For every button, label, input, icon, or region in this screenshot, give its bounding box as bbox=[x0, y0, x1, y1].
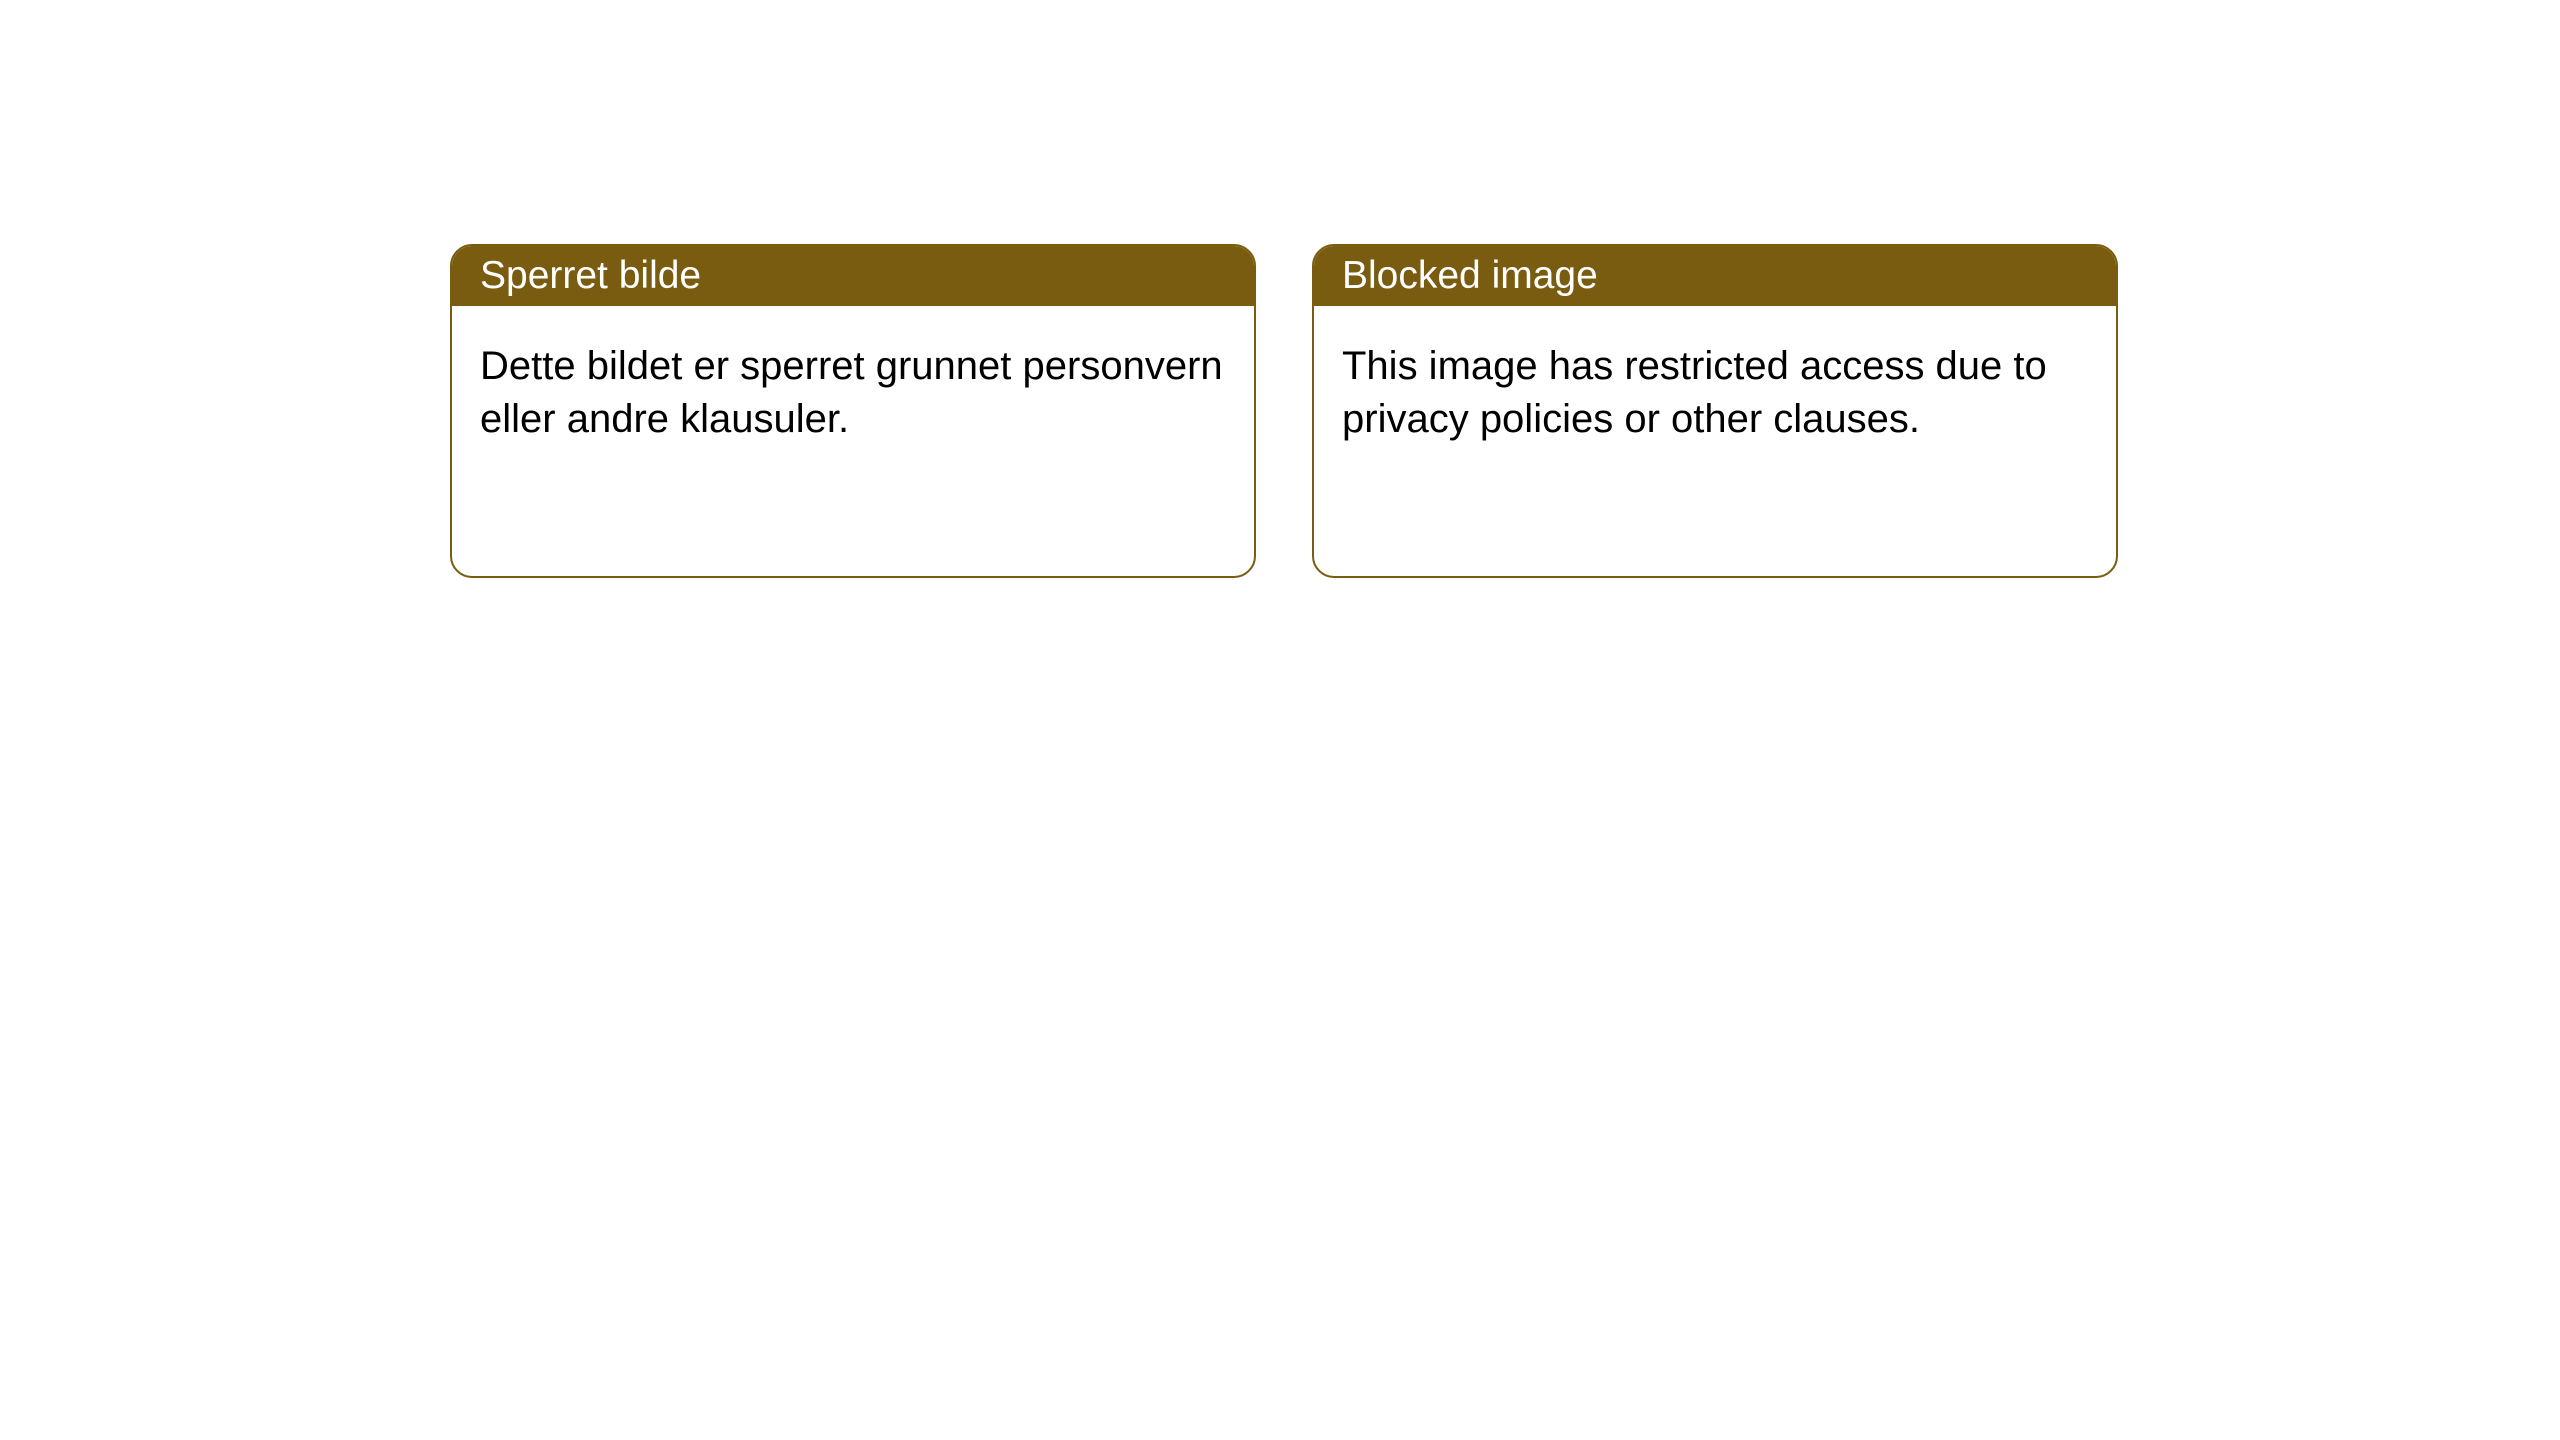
card-body: This image has restricted access due to … bbox=[1314, 306, 2116, 480]
card-body: Dette bildet er sperret grunnet personve… bbox=[452, 306, 1254, 480]
card-title: Sperret bilde bbox=[480, 254, 701, 298]
card-header: Blocked image bbox=[1314, 246, 2116, 306]
card-body-text: This image has restricted access due to … bbox=[1342, 344, 2047, 441]
card-header: Sperret bilde bbox=[452, 246, 1254, 306]
card-container: Sperret bilde Dette bildet er sperret gr… bbox=[0, 0, 2560, 578]
notice-card-norwegian: Sperret bilde Dette bildet er sperret gr… bbox=[450, 244, 1256, 578]
card-title: Blocked image bbox=[1342, 254, 1598, 298]
card-body-text: Dette bildet er sperret grunnet personve… bbox=[480, 344, 1223, 441]
notice-card-english: Blocked image This image has restricted … bbox=[1312, 244, 2118, 578]
